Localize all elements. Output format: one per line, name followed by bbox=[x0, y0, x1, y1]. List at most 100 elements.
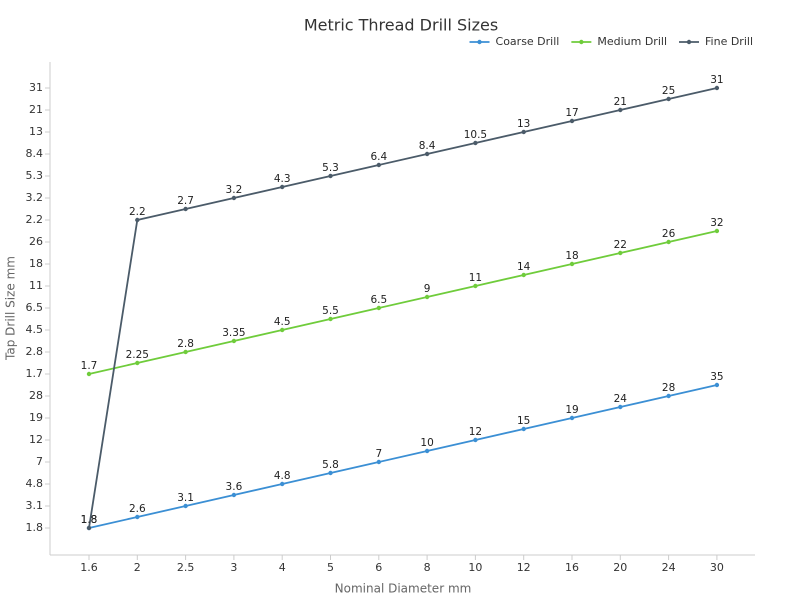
data-label: 8.4 bbox=[419, 140, 436, 152]
x-tick-label: 1.6 bbox=[80, 561, 98, 574]
data-point bbox=[521, 426, 526, 432]
legend-marker bbox=[477, 39, 482, 45]
data-label: 21 bbox=[614, 96, 627, 108]
y-tick-label: 5.3 bbox=[26, 169, 44, 182]
data-label: 24 bbox=[614, 393, 628, 405]
data-point bbox=[521, 272, 526, 278]
data-point bbox=[183, 206, 188, 212]
data-point bbox=[473, 283, 478, 289]
y-tick-label: 26 bbox=[29, 235, 43, 248]
data-label: 5.8 bbox=[322, 459, 339, 471]
y-tick-label: 12 bbox=[29, 433, 43, 446]
x-tick-label: 12 bbox=[517, 561, 531, 574]
data-point bbox=[521, 129, 526, 135]
data-point bbox=[135, 217, 140, 223]
data-label: 5.5 bbox=[322, 305, 339, 317]
data-point bbox=[231, 338, 237, 344]
data-label: 18 bbox=[565, 250, 578, 262]
data-point bbox=[86, 371, 92, 377]
data-label: 2.2 bbox=[129, 206, 146, 218]
series-line bbox=[88, 230, 718, 375]
y-tick-label: 7 bbox=[36, 455, 43, 468]
x-tick-label: 2.5 bbox=[177, 561, 195, 574]
data-label: 13 bbox=[517, 118, 530, 130]
data-point bbox=[473, 437, 478, 443]
data-label: 14 bbox=[517, 261, 531, 273]
data-point bbox=[280, 481, 285, 487]
x-tick-label: 24 bbox=[662, 561, 676, 574]
y-tick-label: 4.8 bbox=[26, 477, 44, 490]
series-line bbox=[88, 87, 718, 529]
x-tick-label: 10 bbox=[468, 561, 482, 574]
x-tick-label: 4 bbox=[279, 561, 286, 574]
data-point bbox=[328, 316, 333, 322]
data-point bbox=[135, 514, 140, 520]
data-point bbox=[714, 228, 720, 234]
data-label: 2.25 bbox=[126, 349, 149, 361]
data-point bbox=[376, 459, 381, 465]
series-line bbox=[88, 384, 718, 529]
data-point bbox=[376, 305, 381, 311]
x-tick-label: 5 bbox=[327, 561, 334, 574]
y-tick-label: 11 bbox=[29, 279, 43, 292]
y-tick-label: 19 bbox=[29, 411, 43, 424]
x-axis-title: Nominal Diameter mm bbox=[335, 582, 472, 596]
x-tick-label: 6 bbox=[375, 561, 382, 574]
y-tick-label: 13 bbox=[29, 125, 43, 138]
data-label: 12 bbox=[469, 426, 482, 438]
legend: Fine Drill Medium Drill Coarse Drill bbox=[469, 35, 753, 48]
data-point bbox=[666, 393, 671, 399]
data-point bbox=[473, 140, 478, 146]
x-tick-label: 2 bbox=[134, 561, 141, 574]
data-label: 6.4 bbox=[370, 151, 387, 163]
x-tick-label: 3 bbox=[230, 561, 237, 574]
data-point bbox=[183, 503, 188, 509]
data-label: 10.5 bbox=[464, 129, 487, 141]
data-point bbox=[666, 96, 671, 102]
y-tick-label: 1.8 bbox=[26, 521, 44, 534]
chart-title: Metric Thread Drill Sizes bbox=[304, 16, 498, 35]
data-point bbox=[135, 360, 140, 366]
data-label: 1.8 bbox=[81, 514, 98, 526]
legend-label: Fine Drill bbox=[705, 35, 753, 48]
y-tick-label: 8.4 bbox=[26, 147, 44, 160]
data-label: 31 bbox=[710, 74, 723, 86]
y-tick-label: 31 bbox=[29, 81, 43, 94]
data-label: 4.8 bbox=[274, 470, 291, 482]
legend-label: Coarse Drill bbox=[496, 35, 560, 48]
y-tick-label: 2.2 bbox=[26, 213, 44, 226]
data-point bbox=[714, 382, 720, 388]
data-label: 3.2 bbox=[226, 184, 243, 196]
data-label: 6.5 bbox=[370, 294, 387, 306]
data-label: 19 bbox=[565, 404, 578, 416]
data-label: 17 bbox=[565, 107, 578, 119]
x-tick-label: 8 bbox=[424, 561, 431, 574]
data-point bbox=[231, 492, 237, 498]
data-label: 3.35 bbox=[222, 327, 245, 339]
data-point bbox=[280, 184, 285, 190]
data-label: 4.5 bbox=[274, 316, 291, 328]
data-label: 2.7 bbox=[177, 195, 194, 207]
data-label: 4.3 bbox=[274, 173, 291, 185]
legend-label: Medium Drill bbox=[597, 35, 667, 48]
legend-marker bbox=[686, 39, 692, 45]
data-point bbox=[714, 85, 720, 91]
data-label: 2.6 bbox=[129, 503, 146, 515]
data-point bbox=[183, 349, 188, 355]
data-label: 26 bbox=[662, 228, 676, 240]
data-point bbox=[424, 294, 430, 300]
data-label: 15 bbox=[517, 415, 530, 427]
data-point bbox=[328, 173, 333, 179]
data-point bbox=[569, 415, 575, 421]
y-tick-label: 3.2 bbox=[26, 191, 44, 204]
data-point bbox=[618, 404, 623, 410]
data-label: 2.8 bbox=[177, 338, 194, 350]
data-label: 28 bbox=[662, 382, 675, 394]
y-tick-label: 21 bbox=[29, 103, 43, 116]
y-tick-label: 18 bbox=[29, 257, 43, 270]
data-point bbox=[328, 470, 333, 476]
x-tick-label: 30 bbox=[710, 561, 724, 574]
data-point bbox=[376, 162, 381, 168]
data-label: 7 bbox=[375, 448, 382, 460]
data-label: 35 bbox=[710, 371, 723, 383]
